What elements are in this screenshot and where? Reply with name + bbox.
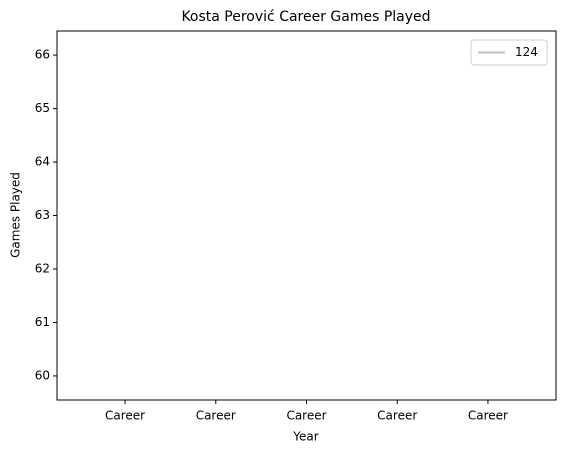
- x-tick-label: Career: [286, 409, 326, 423]
- x-tick-label: Career: [196, 409, 236, 423]
- y-tick-label: 62: [35, 261, 50, 275]
- y-axis-label: Games Played: [9, 172, 23, 258]
- plot-area: [56, 30, 557, 401]
- y-tick-label: 61: [35, 315, 50, 329]
- x-axis-label: Year: [292, 430, 318, 444]
- legend-box: [470, 39, 548, 66]
- legend-label: 124: [515, 45, 538, 59]
- y-tick-label: 66: [35, 48, 50, 62]
- x-tick-label: Career: [105, 409, 145, 423]
- y-tick-label: 63: [35, 208, 50, 222]
- y-tick-label: 60: [35, 368, 50, 382]
- x-tick-label: Career: [468, 409, 508, 423]
- chart-title: Kosta Perović Career Games Played: [181, 9, 430, 25]
- y-tick-label: 65: [35, 101, 50, 115]
- y-tick-label: 64: [35, 155, 50, 169]
- x-tick-label: Career: [377, 409, 417, 423]
